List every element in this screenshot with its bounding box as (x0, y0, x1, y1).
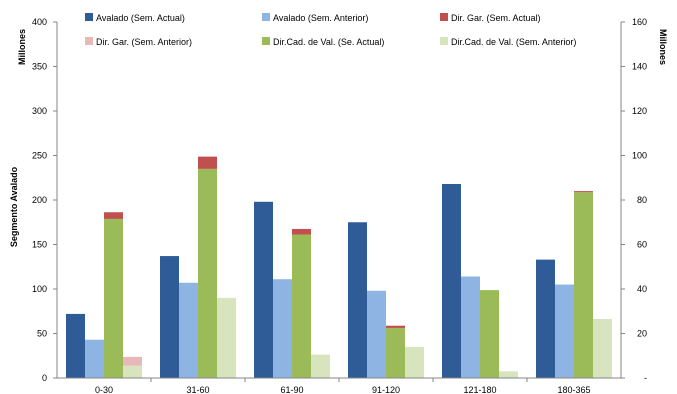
right-tick-label: 20 (637, 329, 647, 339)
bar (217, 297, 236, 378)
bar (85, 339, 104, 378)
x-tick-label: 0-30 (95, 385, 113, 394)
bar (593, 319, 612, 378)
legend-label: Dir. Gar. (Sem. Anterior) (96, 37, 192, 47)
bar (254, 201, 273, 378)
plot-area (66, 156, 612, 378)
left-unit-label: Millones (17, 29, 27, 65)
bar (104, 218, 123, 378)
right-tick-label: 80 (637, 195, 647, 205)
bar (348, 222, 367, 378)
x-tick-label: 31-60 (186, 385, 209, 394)
bar (461, 276, 480, 378)
left-tick-label: 150 (32, 240, 47, 250)
left-tick-label: 400 (32, 17, 47, 27)
legend-swatch (440, 13, 448, 21)
chart-legend: Avalado (Sem. Actual) Avalado (Sem. Anter… (85, 13, 576, 47)
right-unit-label: Millones (658, 29, 668, 65)
left-tick-label: 350 (32, 62, 47, 72)
bar (555, 284, 574, 378)
left-tick-label: 200 (32, 195, 47, 205)
x-tick-label: 91-120 (372, 385, 400, 394)
right-tick-label: 100 (632, 151, 647, 161)
left-tick-label: 100 (32, 284, 47, 294)
legend-swatch (85, 37, 93, 45)
right-tick-label: 160 (632, 17, 647, 27)
bar (442, 183, 461, 378)
bar (311, 354, 330, 378)
left-tick-label: 250 (32, 151, 47, 161)
bar (292, 234, 311, 378)
bar-segment (104, 212, 123, 219)
right-tick-label: 120 (632, 106, 647, 116)
legend-label: Dir. Gar. (Sem. Actual) (451, 13, 541, 23)
left-tick-label: 0 (42, 373, 47, 383)
legend-swatch (440, 37, 448, 45)
bar (499, 371, 518, 378)
axes: 0 50 100 150 200 250 300 350 400 - 20 40 60 80 100 120 1… (32, 17, 647, 394)
right-tick-label: 40 (637, 284, 647, 294)
left-tick-label: 50 (37, 329, 47, 339)
legend-swatch (262, 37, 270, 45)
bar (574, 192, 593, 378)
x-tick-label: 121-180 (463, 385, 496, 394)
x-tick-label: 180-365 (557, 385, 590, 394)
bar-segment (386, 325, 405, 328)
legend-swatch (262, 13, 270, 21)
bar-segment (198, 156, 217, 169)
bar (123, 365, 142, 378)
legend-label: Avalado (Sem. Actual) (96, 13, 185, 23)
legend-swatch (85, 13, 93, 21)
bar (480, 290, 499, 378)
legend-label: Dir.Cad. de Val. (Se. Actual) (273, 37, 384, 47)
bar (386, 327, 405, 378)
bar (536, 259, 555, 378)
right-tick-label: - (644, 373, 647, 383)
right-tick-label: 60 (637, 240, 647, 250)
bar-segment (292, 228, 311, 235)
bar (160, 256, 179, 378)
bar (179, 282, 198, 378)
bar (273, 279, 292, 378)
bar (405, 346, 424, 378)
left-tick-label: 300 (32, 106, 47, 116)
right-tick-label: 140 (632, 62, 647, 72)
bar-segment (574, 191, 593, 193)
bar-segment (123, 356, 142, 366)
bar (367, 290, 386, 378)
bar (66, 313, 85, 378)
x-tick-label: 61-90 (280, 385, 303, 394)
left-axis-title: Segmento Avalado (9, 166, 19, 247)
legend-label: Avalado (Sem. Anterior) (273, 13, 368, 23)
bar (198, 168, 217, 378)
legend-label: Dir.Cad. de Val. (Sem. Anterior) (451, 37, 576, 47)
